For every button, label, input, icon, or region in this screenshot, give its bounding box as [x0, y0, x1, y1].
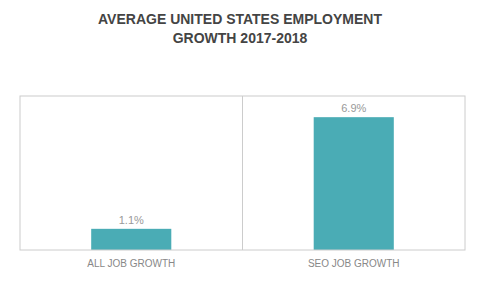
- x-tick-label: SEO JOB GROWTH: [308, 258, 400, 269]
- bars: [91, 117, 394, 250]
- title: AVERAGE UNITED STATES EMPLOYMENT GROWTH 2…: [98, 11, 382, 46]
- title-line: AVERAGE UNITED STATES EMPLOYMENT: [98, 11, 382, 27]
- x-tick-label: ALL JOB GROWTH: [87, 258, 175, 269]
- chart-container: AVERAGE UNITED STATES EMPLOYMENT GROWTH 2…: [0, 0, 480, 299]
- divider: [242, 96, 243, 250]
- bar: [91, 229, 171, 250]
- data-label: 6.9%: [341, 102, 366, 114]
- bar: [314, 117, 394, 250]
- title-line: GROWTH 2017-2018: [173, 30, 308, 46]
- chart-svg: AVERAGE UNITED STATES EMPLOYMENT GROWTH 2…: [0, 0, 480, 299]
- plot-frame: [20, 96, 465, 250]
- data-label: 1.1%: [119, 214, 144, 226]
